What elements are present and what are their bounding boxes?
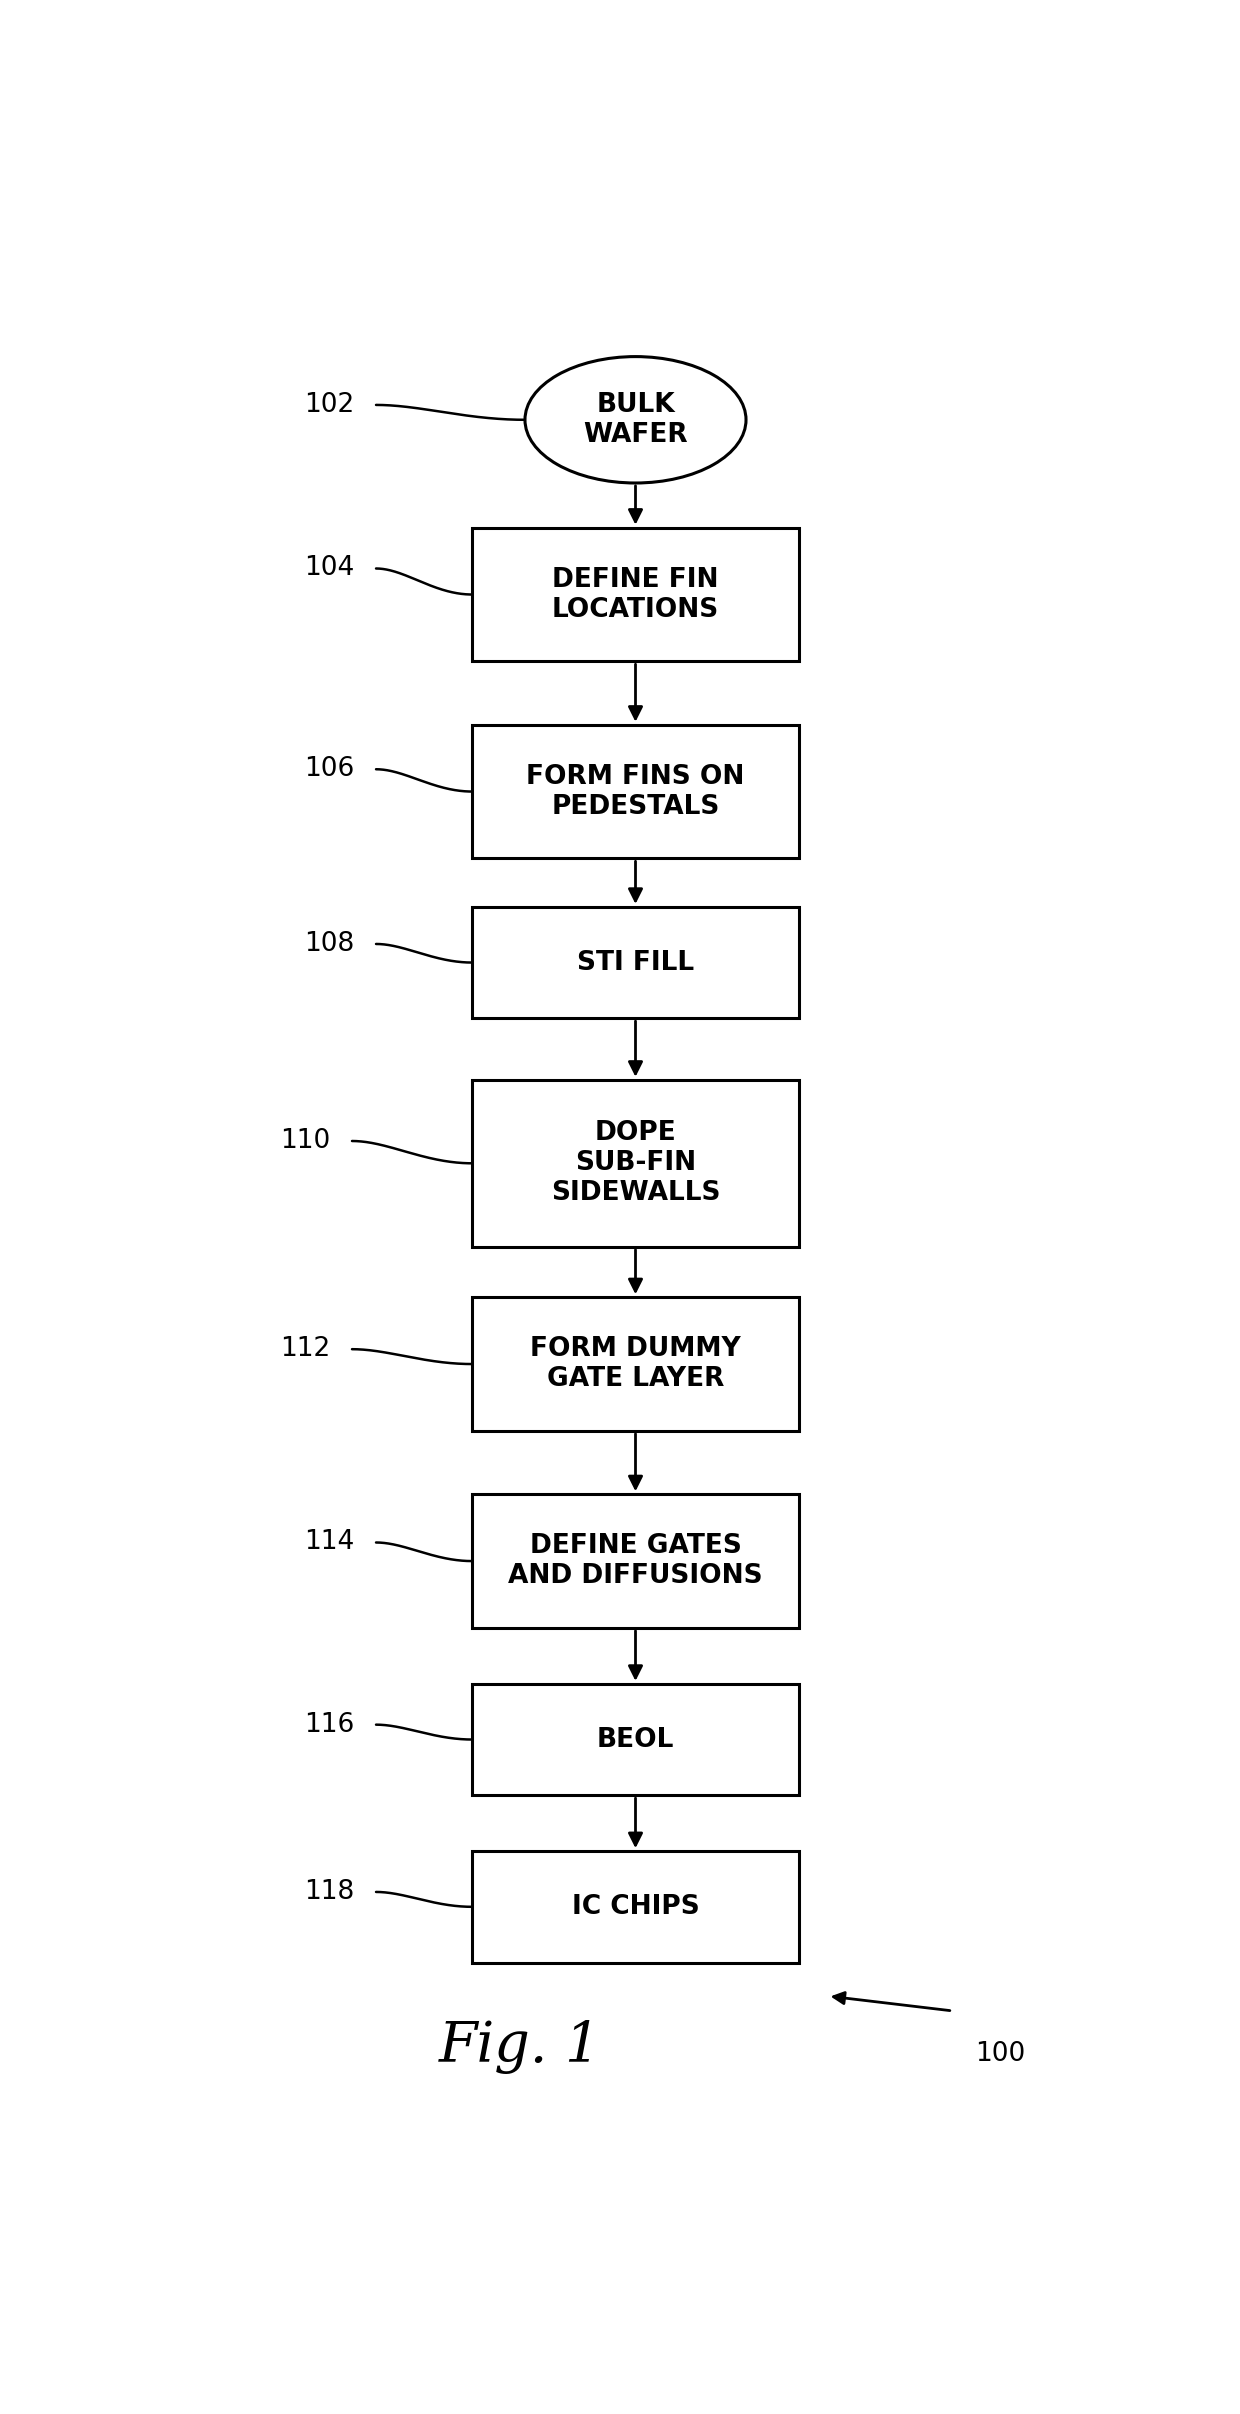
- Text: 116: 116: [304, 1712, 355, 1738]
- Text: DOPE
SUB-FIN
SIDEWALLS: DOPE SUB-FIN SIDEWALLS: [551, 1120, 720, 1207]
- Text: 102: 102: [304, 391, 355, 418]
- Text: FORM DUMMY
GATE LAYER: FORM DUMMY GATE LAYER: [531, 1335, 740, 1393]
- Text: 100: 100: [976, 2040, 1025, 2066]
- FancyBboxPatch shape: [472, 529, 799, 661]
- Text: DEFINE GATES
AND DIFFUSIONS: DEFINE GATES AND DIFFUSIONS: [508, 1533, 763, 1588]
- Text: 106: 106: [304, 756, 355, 782]
- FancyBboxPatch shape: [472, 1079, 799, 1248]
- FancyBboxPatch shape: [472, 1852, 799, 1963]
- FancyBboxPatch shape: [472, 1494, 799, 1627]
- Text: Fig. 1: Fig. 1: [439, 2021, 601, 2074]
- Text: BEOL: BEOL: [596, 1726, 675, 1753]
- Text: 112: 112: [280, 1337, 330, 1361]
- Text: DEFINE FIN
LOCATIONS: DEFINE FIN LOCATIONS: [552, 567, 719, 623]
- FancyBboxPatch shape: [472, 908, 799, 1019]
- Text: IC CHIPS: IC CHIPS: [572, 1895, 699, 1919]
- Ellipse shape: [525, 357, 746, 483]
- Text: STI FILL: STI FILL: [577, 949, 694, 975]
- Text: BULK
WAFER: BULK WAFER: [583, 391, 688, 447]
- Text: 110: 110: [280, 1127, 330, 1154]
- Text: FORM FINS ON
PEDESTALS: FORM FINS ON PEDESTALS: [526, 763, 745, 818]
- FancyBboxPatch shape: [472, 724, 799, 859]
- Text: 108: 108: [304, 932, 355, 956]
- Text: 104: 104: [304, 555, 355, 582]
- Text: 114: 114: [304, 1530, 355, 1555]
- Text: 118: 118: [304, 1878, 355, 1905]
- FancyBboxPatch shape: [472, 1296, 799, 1432]
- FancyBboxPatch shape: [472, 1685, 799, 1796]
